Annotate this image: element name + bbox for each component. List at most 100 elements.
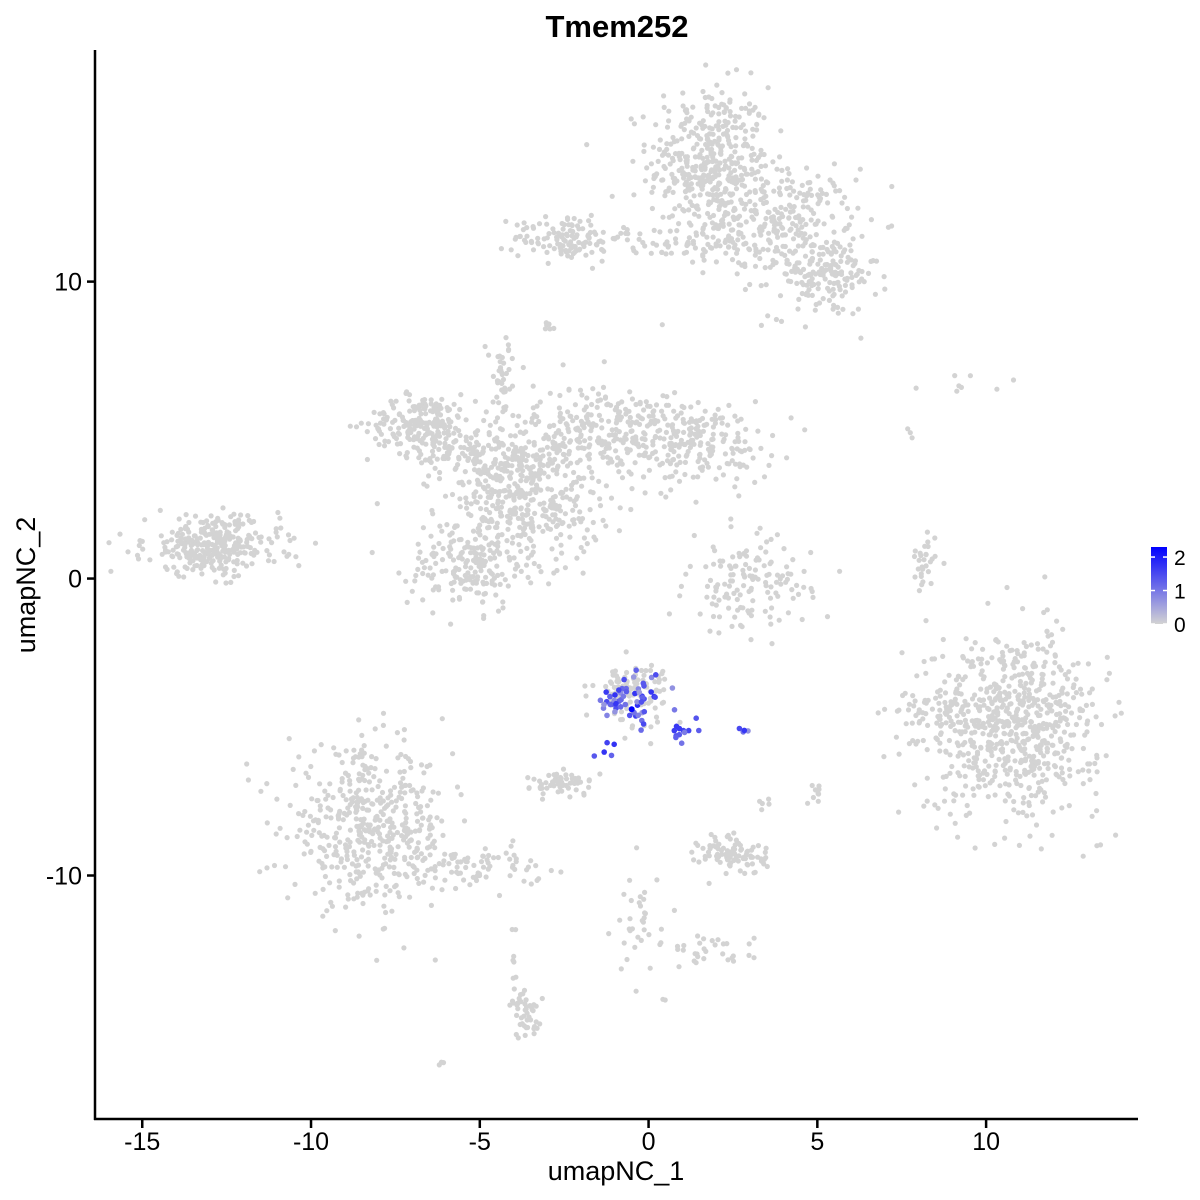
cell-point xyxy=(500,376,507,383)
cell-point xyxy=(1051,763,1058,769)
cell-point xyxy=(778,318,785,324)
cell-point xyxy=(415,433,421,439)
cell-point-expressed xyxy=(622,701,629,708)
cell-point xyxy=(646,467,653,473)
cell-point xyxy=(543,214,549,220)
cell-point xyxy=(523,429,529,435)
cell-point xyxy=(590,490,596,496)
cell-point xyxy=(530,464,536,470)
cell-point xyxy=(593,231,599,237)
cell-point xyxy=(723,432,729,438)
cell-point xyxy=(1059,770,1065,776)
cell-point xyxy=(659,700,665,706)
cell-point xyxy=(909,435,915,441)
cell-point xyxy=(602,394,609,400)
cell-point xyxy=(910,693,916,699)
cell-point xyxy=(546,451,552,457)
cell-point xyxy=(539,796,546,802)
cell-point xyxy=(468,501,474,507)
cell-point xyxy=(559,220,565,227)
cell-point xyxy=(390,431,396,437)
cell-point xyxy=(615,455,621,461)
cell-point xyxy=(953,690,959,696)
cell-point xyxy=(628,471,634,477)
cell-point-expressed xyxy=(630,674,637,680)
cell-point xyxy=(716,119,722,125)
cell-point xyxy=(750,455,756,461)
cell-point xyxy=(1012,688,1018,694)
cell-point xyxy=(425,572,431,578)
cell-point xyxy=(765,247,771,253)
cell-point xyxy=(339,776,345,782)
cell-point xyxy=(726,165,732,171)
cell-point xyxy=(1002,674,1008,680)
cell-point xyxy=(835,264,841,270)
cell-point xyxy=(664,146,670,152)
cell-point xyxy=(706,199,712,205)
cell-point xyxy=(629,396,636,402)
cell-point xyxy=(668,250,675,256)
cell-point xyxy=(584,142,590,148)
cell-point xyxy=(463,495,469,501)
cell-point xyxy=(736,260,742,266)
cell-point xyxy=(881,754,887,760)
cell-point xyxy=(399,833,405,839)
cell-point xyxy=(496,892,503,899)
cell-point xyxy=(540,453,546,459)
cell-point xyxy=(691,130,697,136)
cell-point xyxy=(662,997,668,1003)
cell-point xyxy=(699,147,705,153)
cell-point xyxy=(918,573,924,580)
cell-point xyxy=(514,1012,520,1019)
cell-point xyxy=(747,446,753,453)
cell-point xyxy=(401,768,407,775)
cell-point xyxy=(305,822,311,828)
cell-point xyxy=(526,439,532,445)
cell-point xyxy=(569,222,575,228)
cell-point xyxy=(605,460,612,466)
cell-point xyxy=(703,160,710,166)
cell-point xyxy=(732,614,738,620)
cell-point xyxy=(1075,660,1081,666)
cell-point xyxy=(507,856,513,862)
cell-point xyxy=(414,846,420,852)
cell-point xyxy=(576,516,582,522)
cell-point xyxy=(577,779,584,785)
cell-point xyxy=(759,807,765,813)
cell-point xyxy=(670,456,677,463)
cell-point xyxy=(480,853,486,859)
cell-point xyxy=(714,856,720,863)
cell-point xyxy=(125,549,131,555)
cell-point xyxy=(729,458,735,464)
cell-point xyxy=(524,521,530,527)
cell-point xyxy=(770,214,777,220)
cell-point xyxy=(559,788,565,794)
cell-point xyxy=(954,686,960,692)
cell-point xyxy=(1007,648,1013,654)
cell-point xyxy=(787,185,793,191)
cell-point xyxy=(742,870,748,877)
cell-point xyxy=(705,446,712,452)
cell-point xyxy=(730,175,736,181)
cell-point xyxy=(847,242,853,248)
cell-point xyxy=(1073,676,1079,682)
cell-point xyxy=(322,873,328,880)
cell-point xyxy=(378,809,384,815)
cell-point xyxy=(171,564,177,570)
cell-point xyxy=(677,719,683,725)
cell-point xyxy=(713,838,719,844)
cell-point xyxy=(720,223,726,229)
cell-point xyxy=(360,892,366,898)
cell-point xyxy=(619,475,626,481)
cell-point xyxy=(532,510,538,516)
cell-point xyxy=(608,495,615,501)
cell-point xyxy=(586,218,592,224)
cell-point xyxy=(723,250,729,256)
cell-point xyxy=(429,436,435,442)
cell-point xyxy=(515,467,521,473)
cell-point xyxy=(719,420,725,426)
cell-point xyxy=(600,384,607,390)
cell-point xyxy=(962,739,968,746)
cell-point xyxy=(924,529,931,535)
cell-point xyxy=(1073,721,1079,728)
